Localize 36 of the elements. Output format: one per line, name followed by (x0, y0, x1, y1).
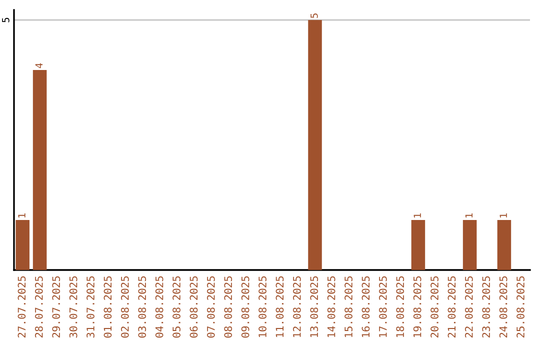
data-label: 1 (414, 213, 421, 218)
data-label: 4 (35, 63, 43, 68)
x-tick-label: 08.08.2025 (224, 276, 232, 338)
x-tick-label: 15.08.2025 (344, 276, 352, 338)
x-tick-label: 03.08.2025 (138, 276, 146, 338)
data-label: 1 (18, 213, 26, 218)
x-tick-label: 30.07.2025 (69, 276, 78, 338)
x-tick-label: 19.08.2025 (413, 276, 422, 338)
x-tick-label: 18.08.2025 (396, 276, 404, 338)
x-tick-label: 04.08.2025 (155, 276, 164, 338)
x-tick-label: 01.08.2025 (104, 276, 112, 338)
x-tick-label: 06.08.2025 (190, 276, 198, 338)
x-tick-label: 07.08.2025 (206, 276, 215, 338)
x-tick-label: 11.08.2025 (276, 276, 284, 338)
x-tick-label: 31.07.2025 (86, 276, 94, 338)
x-tick-label: 24.08.2025 (499, 276, 508, 338)
x-tick-label: 02.08.2025 (120, 276, 129, 338)
x-tick-label: 12.08.2025 (292, 276, 301, 338)
x-tick-label: 05.08.2025 (172, 276, 180, 338)
x-tick-label: 27.07.2025 (18, 276, 26, 338)
x-tick-label: 13.08.2025 (310, 276, 318, 338)
x-tick-label: 23.08.2025 (482, 276, 490, 338)
x-tick-label: 28.07.2025 (34, 276, 43, 338)
x-tick-label: 17.08.2025 (378, 276, 387, 338)
x-tick-label: 29.07.2025 (52, 276, 60, 338)
data-label: 1 (465, 213, 473, 218)
x-tick-label: 10.08.2025 (258, 276, 266, 338)
data-label: 5 (310, 14, 318, 18)
x-tick-label: 14.08.2025 (327, 276, 336, 338)
x-tick-label: 22.08.2025 (464, 276, 473, 338)
x-tick-label: 09.08.2025 (241, 276, 250, 338)
x-tick-label: 16.08.2025 (362, 276, 370, 338)
data-label: 1 (500, 213, 507, 218)
x-tick-label: 25.08.2025 (516, 276, 524, 338)
x-tick-label: 20.08.2025 (430, 276, 438, 338)
x-tick-label: 21.08.2025 (448, 276, 456, 338)
